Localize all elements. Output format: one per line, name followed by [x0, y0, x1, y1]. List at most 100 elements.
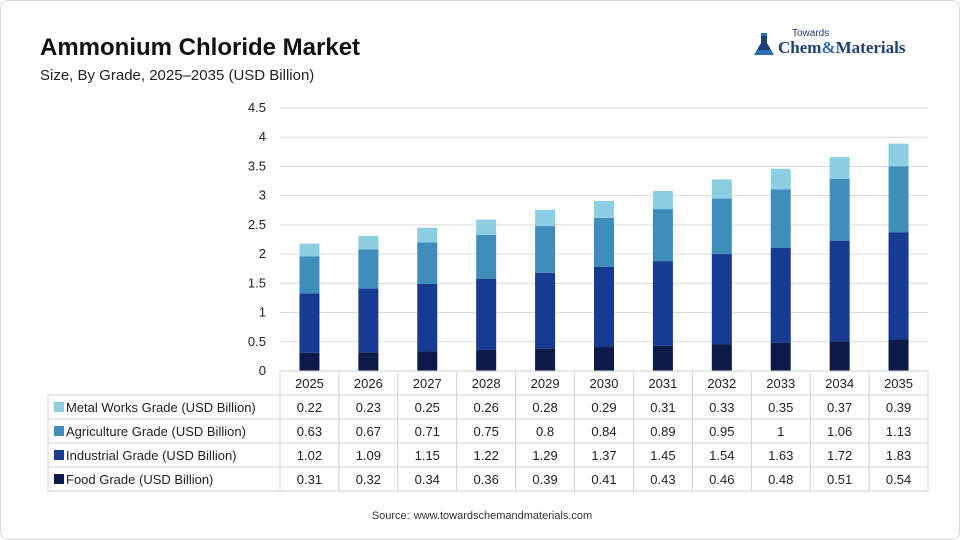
y-tick-label: 0 — [259, 363, 266, 378]
bar-segment — [711, 179, 732, 199]
data-label: 0.84 — [591, 424, 616, 439]
legend-swatch — [54, 426, 64, 436]
bar-segment — [299, 256, 320, 294]
x-tick-label: 2031 — [648, 376, 677, 391]
y-tick-label: 3.5 — [248, 158, 266, 173]
data-label: 0.22 — [297, 400, 322, 415]
bar-segment — [476, 234, 497, 279]
x-tick-label: 2034 — [825, 376, 854, 391]
data-label: 0.46 — [709, 472, 734, 487]
data-label: 0.39 — [886, 400, 911, 415]
data-label: 0.95 — [709, 424, 734, 439]
data-label: 0.89 — [650, 424, 675, 439]
bar-segment — [888, 339, 909, 371]
bar-segment — [652, 190, 673, 210]
data-label: 0.39 — [532, 472, 557, 487]
data-label: 1.09 — [356, 448, 381, 463]
bar-segment — [299, 293, 320, 353]
data-label: 0.63 — [297, 424, 322, 439]
bar-segment — [652, 261, 673, 346]
x-tick-label: 2032 — [707, 376, 736, 391]
data-label: 0.37 — [827, 400, 852, 415]
logo-word-chem: Chem — [778, 38, 822, 57]
y-tick-label: 1 — [259, 305, 266, 320]
bar-segment — [770, 342, 791, 371]
bar-segment — [652, 209, 673, 262]
data-label: 1 — [777, 424, 784, 439]
bar-segment — [535, 209, 556, 227]
data-label: 1.29 — [532, 448, 557, 463]
bar-segment — [711, 344, 732, 371]
bar-segment — [417, 351, 438, 371]
data-label: 0.29 — [591, 400, 616, 415]
bar-segment — [476, 219, 497, 235]
data-label: 1.63 — [768, 448, 793, 463]
data-label: 0.71 — [415, 424, 440, 439]
data-label: 1.06 — [827, 424, 852, 439]
data-label: 1.22 — [474, 448, 499, 463]
data-label: 1.13 — [886, 424, 911, 439]
bar-segment — [888, 166, 909, 233]
source-label: Source: — [371, 510, 410, 522]
data-label: 0.32 — [356, 472, 381, 487]
data-label: 0.67 — [356, 424, 381, 439]
bar-segment — [594, 266, 614, 348]
legend-swatch — [54, 474, 64, 484]
data-label: 0.35 — [768, 400, 793, 415]
logo-ampersand: & — [821, 38, 836, 57]
logo-top-text: Towards — [792, 28, 830, 39]
data-label: 1.15 — [415, 448, 440, 463]
bar-segment — [711, 254, 732, 345]
data-label: 0.26 — [474, 400, 499, 415]
bar-segment — [829, 341, 850, 371]
x-tick-label: 2027 — [413, 376, 442, 391]
data-label: 0.48 — [768, 472, 793, 487]
bar-segment — [711, 198, 732, 255]
data-label: 1.02 — [297, 448, 322, 463]
bar-segment — [829, 178, 850, 241]
bar-segment — [535, 226, 556, 273]
bar-segment — [594, 347, 614, 371]
bar-segment — [770, 168, 791, 190]
x-tick-label: 2029 — [531, 376, 560, 391]
page-title: Ammonium Chloride Market — [40, 34, 361, 61]
data-label: 1.83 — [886, 448, 911, 463]
data-label: 0.36 — [474, 472, 499, 487]
y-tick-label: 4.5 — [248, 100, 266, 115]
data-label: 0.8 — [536, 424, 554, 439]
data-label: 1.54 — [709, 448, 734, 463]
data-label: 0.33 — [709, 400, 734, 415]
bar-segment — [770, 189, 791, 248]
brand-logo: Towards Chem&Materials — [752, 28, 932, 62]
bar-segment — [358, 235, 379, 250]
page-subtitle: Size, By Grade, 2025–2035 (USD Billion) — [40, 67, 315, 84]
data-label: 0.51 — [827, 472, 852, 487]
data-label: 0.31 — [650, 400, 675, 415]
bar-segment — [594, 200, 614, 218]
y-tick-label: 3 — [259, 188, 266, 203]
bar-segment — [417, 283, 438, 352]
bar-segment — [652, 345, 673, 371]
data-label: 0.43 — [650, 472, 675, 487]
data-label: 0.34 — [415, 472, 440, 487]
bar-segment — [535, 348, 556, 371]
x-tick-label: 2033 — [766, 376, 795, 391]
x-tick-label: 2026 — [354, 376, 383, 391]
bar-segment — [594, 217, 614, 267]
data-label: 1.37 — [591, 448, 616, 463]
source-url: www.towardschemandmaterials.com — [413, 510, 593, 522]
bar-segment — [417, 227, 438, 243]
x-tick-label: 2025 — [295, 376, 324, 391]
data-label: 0.75 — [474, 424, 499, 439]
data-label: 1.45 — [650, 448, 675, 463]
legend-swatch — [54, 450, 64, 460]
data-label: 0.25 — [415, 400, 440, 415]
logo-main-text: Chem&Materials — [778, 38, 905, 58]
bar-segment — [535, 272, 556, 349]
legend-entry: Agriculture Grade (USD Billion) — [66, 424, 246, 439]
bar-segment — [476, 349, 497, 371]
bar-segment — [888, 143, 909, 167]
bar-segment — [829, 240, 850, 342]
source-note: Source: www.towardschemandmaterials.com — [0, 510, 960, 522]
x-tick-label: 2030 — [590, 376, 619, 391]
